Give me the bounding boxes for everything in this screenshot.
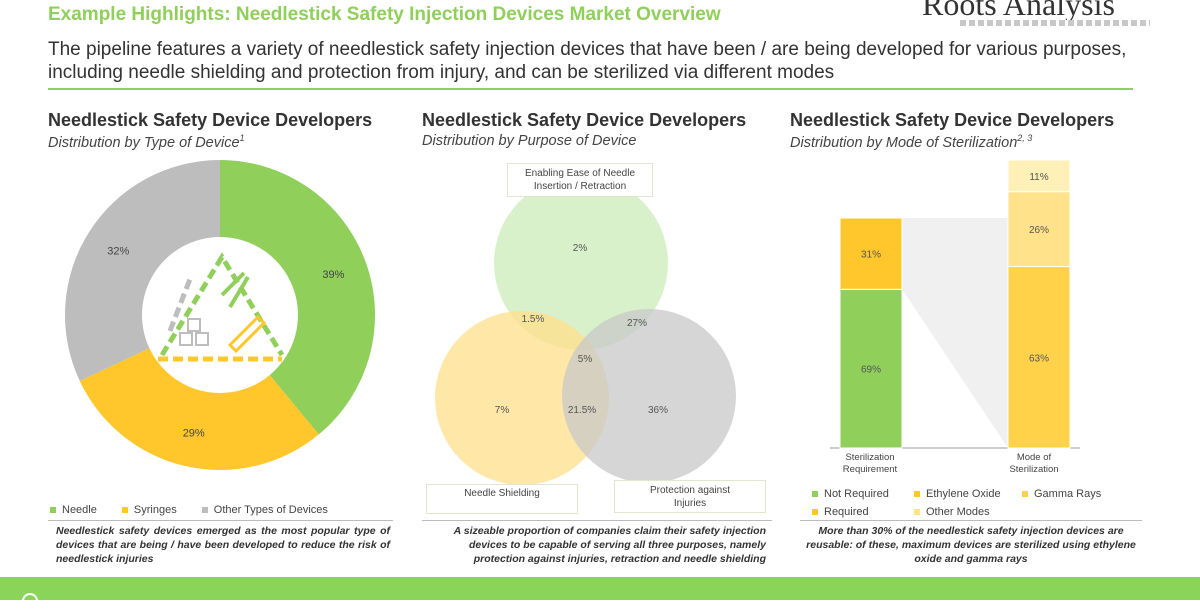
brand-underline <box>960 20 1150 26</box>
lead-text: The pipeline features a variety of needl… <box>48 39 1127 83</box>
bar-label-other-modes: 11% <box>1029 172 1048 183</box>
venn-value-all-three: 5% <box>578 354 593 365</box>
venn-value-retraction-shielding: 1.5% <box>522 314 545 325</box>
donut-chart: 39% 29% 32% <box>65 160 375 470</box>
donut-slice-2 <box>65 160 221 381</box>
panel-purpose-of-device: Needlestick Safety Device Developers Dis… <box>422 110 782 149</box>
page-title: Example Highlights: Needlestick Safety I… <box>48 4 721 25</box>
panel-note-2: A sizeable proportion of companies claim… <box>453 525 766 565</box>
donut-legend: Needle Syringes Other Types of Devices <box>50 504 328 516</box>
bar-category-label-2: Mode of Sterilization <box>1009 452 1059 475</box>
note-divider-3 <box>800 520 1142 521</box>
panel-title: Needlestick Safety Device Developers <box>422 110 747 130</box>
syringe-triangle-icon <box>158 252 285 362</box>
legend-swatch-syringes <box>121 507 128 514</box>
legend-swatch-not-required <box>812 491 818 498</box>
panel-note-3: More than 30% of the needlestick safety … <box>806 525 1136 565</box>
venn-circle-shielding <box>435 311 609 485</box>
venn-value-retraction-protection: 27% <box>627 318 647 329</box>
bar-segment-gamma-rays <box>1007 191 1071 268</box>
bar-segment-required <box>839 217 903 290</box>
legend-label-ethylene-oxide: Ethylene Oxide <box>926 488 1001 500</box>
venn-value-protection: 36% <box>648 405 668 416</box>
panel-note-1: Needlestick safety devices emerged as th… <box>56 525 390 565</box>
venn-label-shielding: Needle Shielding <box>426 484 578 514</box>
legend-label-required: Required <box>824 506 869 518</box>
legend-label-other: Other Types of Devices <box>213 504 328 516</box>
venn-value-shielding-protection: 21.5% <box>568 405 596 416</box>
bar-segment-other-modes <box>1007 160 1071 193</box>
legend-label-other-modes: Other Modes <box>926 506 990 518</box>
bar-label-ethylene-oxide: 63% <box>1029 353 1049 364</box>
legend-label-needle: Needle <box>62 504 97 516</box>
panel-subtitle: Distribution by Purpose of Device <box>422 133 637 149</box>
header-divider <box>48 88 1133 90</box>
stacked-bar-chart: 69% 31% 63% 26% 11% <box>830 160 1080 449</box>
bars-legend: Not Required Ethylene Oxide Gamma Rays Req… <box>812 485 1101 521</box>
venn-label-retraction: Enabling Ease of Needle Insertion / Retr… <box>507 163 653 197</box>
panel-mode-of-sterilization: Needlestick Safety Device Developers Dis… <box>790 110 1150 151</box>
legend-swatch-ethylene-oxide <box>914 491 920 498</box>
panel-title: Needlestick Safety Device Developers <box>48 110 373 130</box>
venn-circle-protection <box>562 309 736 483</box>
bar-connector <box>902 218 1008 448</box>
venn-label-protection: Protection against Injuries <box>614 480 766 513</box>
legend-swatch-gamma-rays <box>1022 491 1028 498</box>
bar-category-label-1: Sterilization Requirement <box>842 452 898 475</box>
venn-circle-retraction <box>494 176 668 350</box>
note-divider-1 <box>48 520 393 521</box>
legend-label-gamma-rays: Gamma Rays <box>1034 488 1102 500</box>
legend-swatch-required <box>812 509 818 516</box>
bar-label-gamma-rays: 26% <box>1029 225 1049 236</box>
bar-label-required: 31% <box>861 250 881 261</box>
panel-subtitle: Distribution by Type of Device1 <box>48 133 245 151</box>
footer-bar <box>0 577 1200 600</box>
legend-label-syringes: Syringes <box>133 504 177 516</box>
donut-label-2: 32% <box>107 245 129 257</box>
donut-label-1: 29% <box>183 428 205 440</box>
panel-title: Needlestick Safety Device Developers <box>790 110 1115 130</box>
venn-diagram: 2% 7% 36% 1.5% 27% 21.5% 5% <box>435 176 736 485</box>
donut-slice-0 <box>220 160 375 435</box>
panel-type-of-device: Needlestick Safety Device Developers Dis… <box>48 110 403 151</box>
panel-subtitle: Distribution by Mode of Sterilization2, … <box>790 133 1033 151</box>
legend-swatch-other-modes <box>914 509 920 516</box>
bar-segment-ethylene-oxide <box>1007 266 1071 449</box>
donut-slice-1 <box>79 348 319 470</box>
brand-logo: Roots Analysis <box>922 0 1115 22</box>
note-divider-2 <box>422 520 772 521</box>
venn-value-retraction: 2% <box>573 243 588 254</box>
bar-label-not-required: 69% <box>861 365 881 376</box>
legend-label-not-required: Not Required <box>824 488 889 500</box>
legend-swatch-other <box>201 507 208 514</box>
legend-swatch-needle <box>50 507 56 514</box>
venn-value-shielding: 7% <box>495 405 510 416</box>
donut-label-0: 39% <box>322 269 344 281</box>
footer-circle-icon <box>22 593 38 609</box>
